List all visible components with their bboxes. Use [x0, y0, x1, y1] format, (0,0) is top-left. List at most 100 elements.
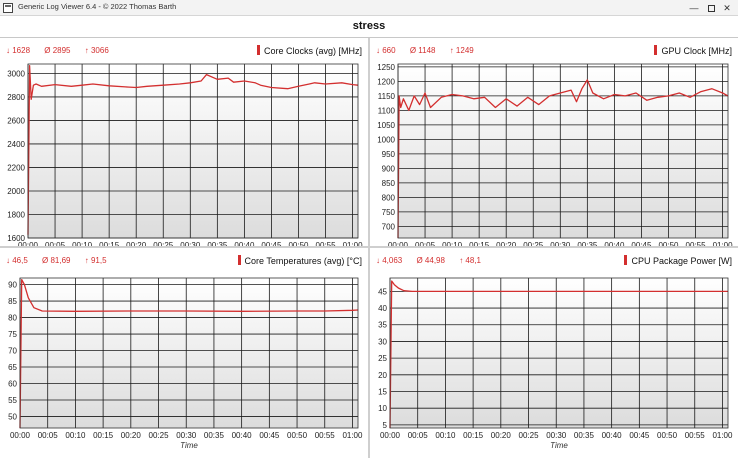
y-tick-label: 70 [8, 347, 17, 356]
x-tick-label: 00:40 [602, 431, 623, 440]
plot-area [28, 64, 358, 238]
panel-divider-vertical [368, 38, 370, 458]
series-line [19, 278, 359, 429]
x-tick-label: 00:25 [149, 431, 170, 440]
plot-area [20, 278, 358, 428]
stats-row: ↓ 46,5 Ø 81,69 ↑ 91,5 [6, 256, 119, 265]
y-tick-label: 1000 [377, 135, 395, 144]
x-tick-label: 01:00 [342, 431, 363, 440]
legend-marker [237, 255, 241, 265]
y-tick-label: 1800 [7, 210, 25, 219]
panel-divider-horizontal [0, 246, 738, 248]
x-tick-label: 00:40 [234, 241, 255, 246]
y-tick-label: 1100 [378, 106, 396, 115]
cpu-package-power-chart: 5 10 15 20 25 30 35 40 45 00:00 00:05 00:10 00:15 00:… [378, 277, 733, 450]
stats-row: ↓ 4,063 Ø 44,98 ↑ 48,1 [376, 256, 493, 265]
stat-avg: Ø 44,98 [416, 256, 445, 265]
stat-min: ↓ 1628 [6, 46, 31, 55]
plot-area [398, 64, 728, 238]
stat-max: ↑ 91,5 [84, 256, 107, 265]
x-tick-label: 00:40 [604, 241, 625, 246]
y-tick-label: 1250 [377, 63, 395, 72]
x-tick-label: 00:30 [176, 431, 197, 440]
x-tick-label: 00:15 [93, 431, 114, 440]
x-tick-label: 00:20 [496, 241, 517, 246]
y-tick-label: 2200 [7, 163, 25, 172]
x-tick-label: 00:10 [435, 431, 456, 440]
x-tick-label: 00:25 [519, 431, 540, 440]
stat-max: ↑ 48,1 [459, 256, 481, 265]
y-tick-label: 65 [8, 363, 17, 372]
x-tick-label: 01:00 [713, 241, 734, 246]
app-icon [3, 3, 13, 13]
y-tick-label: 55 [8, 396, 17, 405]
x-tick-label: 00:00 [388, 241, 409, 246]
x-tick-label: 01:00 [712, 431, 733, 440]
y-tick-label: 90 [8, 281, 17, 290]
minimize-button[interactable]: — [689, 3, 699, 13]
x-tick-label: 00:05 [415, 241, 436, 246]
x-tick-label: 00:05 [408, 431, 429, 440]
x-tick-label: 00:30 [180, 241, 201, 246]
chart-title-label: CPU Package Power [W] [631, 256, 732, 266]
legend-marker [256, 45, 260, 55]
chart-title-label: Core Clocks (avg) [MHz] [263, 46, 362, 56]
y-tick-label: 20 [378, 371, 387, 380]
y-tick-label: 15 [378, 387, 387, 396]
chart-title-label: GPU Clock [MHz] [661, 46, 732, 56]
x-tick-label: 00:15 [463, 431, 484, 440]
x-tick-label: 00:10 [72, 241, 93, 246]
stat-avg: Ø 81,69 [42, 256, 71, 265]
close-button[interactable]: ✕ [723, 3, 731, 13]
y-tick-label: 1150 [378, 92, 396, 101]
x-tick-label: 00:45 [261, 241, 282, 246]
x-tick-label: 00:15 [99, 241, 120, 246]
x-tick-label: 00:35 [204, 431, 225, 440]
x-tick-label: 00:25 [523, 241, 544, 246]
x-tick-label: 00:55 [315, 431, 336, 440]
stat-min: ↓ 4,063 [376, 256, 403, 265]
x-tick-label: 00:50 [287, 431, 308, 440]
y-tick-label: 1600 [7, 234, 25, 243]
maximize-icon [707, 5, 715, 13]
y-tick-label: 950 [382, 150, 396, 159]
x-tick-label: 00:10 [65, 431, 86, 440]
stats-row: ↓ 660 Ø 1148 ↑ 1249 [376, 46, 486, 55]
y-tick-label: 800 [382, 193, 396, 202]
y-tick-label: 1200 [377, 77, 395, 86]
maximize-button[interactable] [700, 0, 722, 16]
y-tick-label: 2400 [7, 140, 25, 149]
y-tick-label: 850 [382, 179, 396, 188]
y-tick-label: 10 [378, 404, 387, 413]
x-tick-label: 00:25 [153, 241, 174, 246]
y-tick-label: 45 [378, 287, 387, 296]
chart-panel-gpu-clock: 700 750 800 850 900 950 1000 1050 1100 1150 1200 12… [370, 38, 738, 246]
core-temperatures-chart: 50 55 60 65 70 75 80 85 90 00:00 00:05 00:10 00:15 00… [8, 277, 363, 450]
y-tick-label: 3000 [7, 69, 25, 78]
x-tick-label: 00:30 [550, 241, 571, 246]
x-tick-label: 00:00 [380, 431, 401, 440]
window-title: Generic Log Viewer 6.4 - © 2022 Thomas B… [18, 2, 177, 11]
core-clocks-chart: 1600 1800 2000 2200 2400 2600 2800 3000 00:00 00:… [7, 63, 363, 246]
x-tick-label: 00:00 [10, 431, 31, 440]
x-tick-label: 00:15 [469, 241, 490, 246]
x-tick-label: 00:05 [45, 241, 66, 246]
series-line [397, 79, 729, 239]
x-tick-label: 00:55 [686, 241, 707, 246]
y-tick-label: 40 [378, 304, 387, 313]
x-tick-label: 00:45 [631, 241, 652, 246]
x-tick-label: 00:35 [577, 241, 598, 246]
x-tick-label: 00:20 [126, 241, 147, 246]
y-tick-label: 2600 [7, 116, 25, 125]
y-tick-label: 50 [8, 412, 17, 421]
x-tick-label: 00:10 [442, 241, 463, 246]
x-tick-label: 00:20 [491, 431, 512, 440]
plot-border [397, 63, 729, 239]
x-tick-label: 00:45 [259, 431, 280, 440]
chart-panel-core-temperatures: 50 55 60 65 70 75 80 85 90 00:00 00:05 00:10 00:15 00… [0, 248, 368, 458]
chart-title-label: Core Temperatures (avg) [°C] [244, 256, 362, 266]
x-tick-label: 00:20 [121, 431, 142, 440]
stats-row: ↓ 1628 Ø 2895 ↑ 3066 [6, 46, 121, 55]
chart-title: CPU Package Power [W] [624, 255, 732, 266]
report-header: stress [0, 16, 738, 38]
